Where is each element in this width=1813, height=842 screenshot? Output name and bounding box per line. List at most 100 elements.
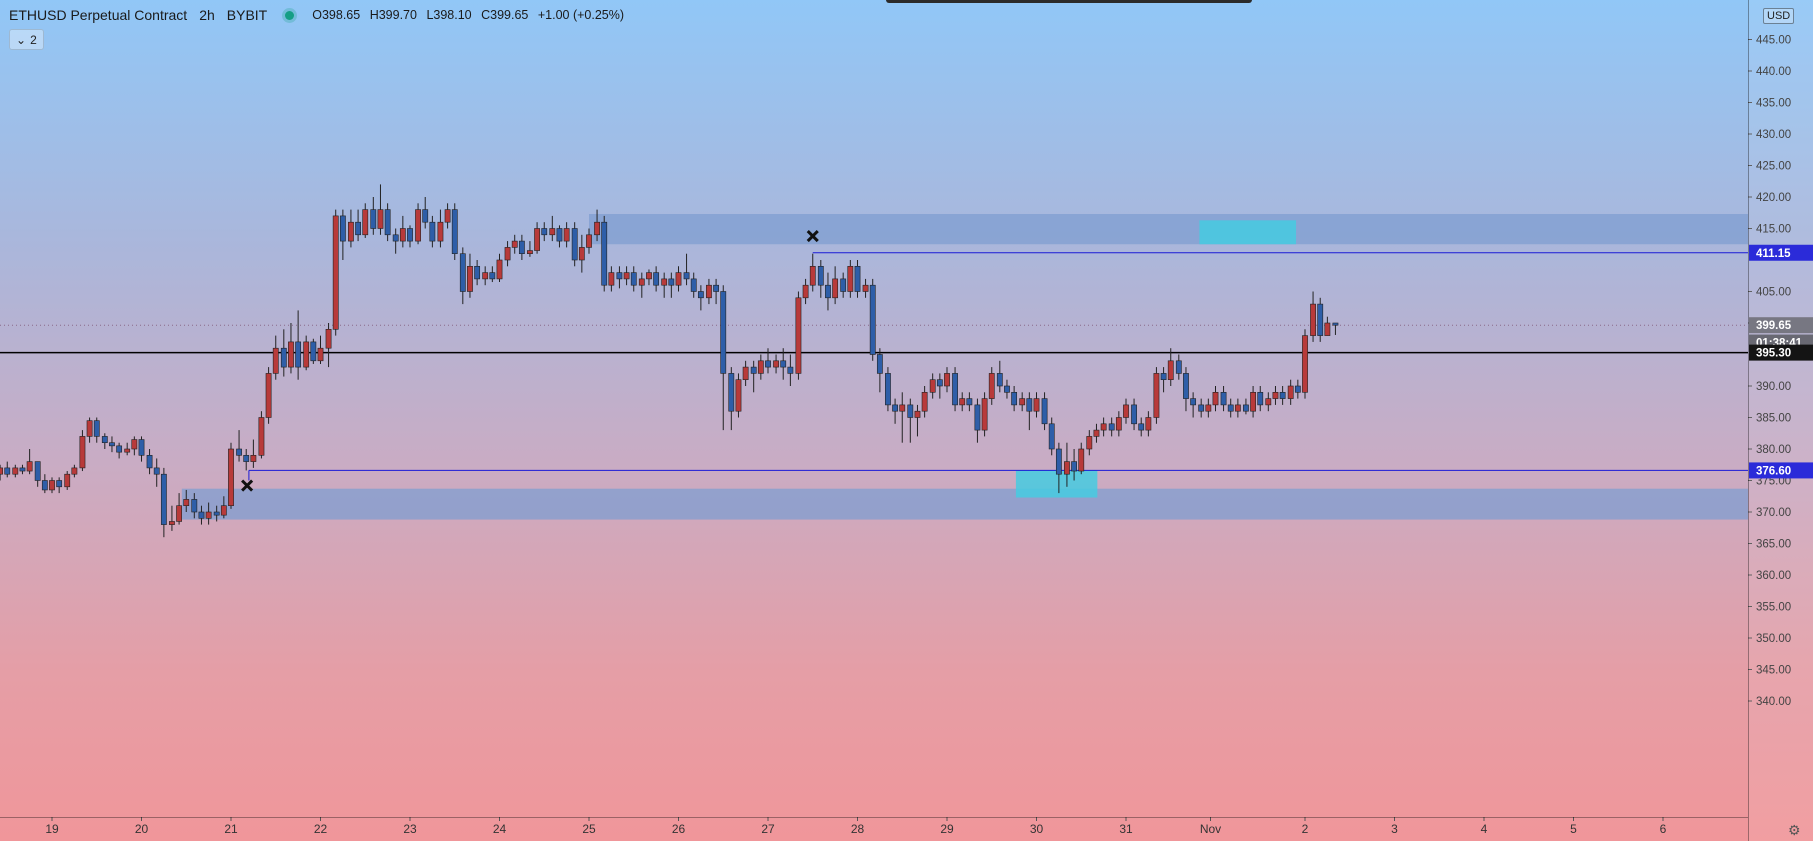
candle-body <box>765 360 771 368</box>
candle-body <box>697 291 704 299</box>
indicators-toggle-button[interactable]: ⌄ 2 <box>9 29 44 50</box>
candle-body <box>1250 391 1256 412</box>
candle-body <box>601 221 608 286</box>
candle-body <box>41 480 48 491</box>
candle-body <box>832 278 839 299</box>
candle-body <box>243 454 250 462</box>
candle-body <box>295 341 302 368</box>
symbol-title[interactable]: ETHUSD Perpetual Contract <box>9 7 188 23</box>
x-tick-label: 26 <box>672 822 686 836</box>
x-tick-label: Nov <box>1200 822 1221 836</box>
candle-body <box>630 272 637 286</box>
candle-body <box>1287 385 1294 399</box>
exchange-label: BYBIT <box>226 7 268 23</box>
candle-body <box>563 228 570 242</box>
candle-body <box>825 284 831 299</box>
candle-body <box>325 328 332 349</box>
timeframe-label[interactable]: 2h <box>199 7 215 23</box>
candle-body <box>160 473 167 525</box>
x-tick-label: 31 <box>1119 822 1133 836</box>
candle-body <box>205 511 212 519</box>
price-label: 395.30 <box>1756 348 1791 360</box>
candle-body <box>720 291 727 374</box>
candle-body <box>1167 360 1174 380</box>
candle-body <box>952 373 958 406</box>
candle-body <box>444 209 451 223</box>
candle-body <box>169 521 175 525</box>
candle-body <box>236 448 242 456</box>
y-tick-label: 360.00 <box>1756 570 1791 582</box>
candle-body <box>131 439 138 450</box>
gear-icon[interactable]: ⚙ <box>1788 822 1801 838</box>
candle-body <box>303 341 310 368</box>
candle-body <box>675 272 682 286</box>
highlight-box <box>1199 220 1297 245</box>
x-tick-label: 28 <box>851 822 865 836</box>
candle-body <box>1078 448 1085 472</box>
low-value: L398.10 <box>426 8 472 22</box>
candle-body <box>138 439 145 456</box>
candle-body <box>1302 335 1308 393</box>
candle-body <box>929 379 936 393</box>
price-label-box <box>1749 317 1813 334</box>
candle-body <box>966 398 973 406</box>
candle-body <box>474 265 481 280</box>
candle-body <box>1160 373 1167 380</box>
candle-body <box>996 373 1003 387</box>
candle-body <box>623 272 630 280</box>
x-tick-label: 22 <box>314 822 328 836</box>
close-value: C399.65 <box>481 8 529 22</box>
x-tick-label: 25 <box>582 822 596 836</box>
candle-body <box>1108 423 1115 431</box>
candle-body <box>653 272 660 286</box>
candle-body <box>527 250 533 255</box>
candle-body <box>713 284 719 292</box>
price-label: 411.15 <box>1756 248 1791 260</box>
candle-body <box>467 265 473 292</box>
candle-body <box>429 221 436 242</box>
candle-body <box>885 373 891 406</box>
price-axis[interactable] <box>1748 0 1813 841</box>
candle-body <box>213 511 220 516</box>
candle-body <box>146 454 153 469</box>
candle-body <box>12 467 19 475</box>
candle-body <box>482 272 489 280</box>
candle-body <box>1123 404 1129 418</box>
x-marker-icon <box>806 229 819 243</box>
candle-body <box>250 454 257 462</box>
y-tick-label: 440.00 <box>1756 66 1791 78</box>
candle-body <box>1064 461 1070 475</box>
candle-body <box>310 341 317 362</box>
candle-body <box>384 209 391 236</box>
x-tick-label: 2 <box>1302 822 1309 836</box>
candle-body <box>594 221 600 236</box>
candle-body <box>392 234 399 242</box>
top-toolbar-handle[interactable] <box>886 0 1252 3</box>
y-tick-label: 425.00 <box>1756 161 1791 173</box>
candle-body <box>1048 423 1055 450</box>
price-label: 399.65 <box>1756 320 1792 332</box>
price-label-box <box>1749 244 1813 261</box>
time-axis[interactable] <box>0 817 1748 842</box>
candle-body <box>370 209 377 229</box>
x-tick-label: 23 <box>403 822 417 836</box>
candle-body <box>1153 373 1160 418</box>
ohlc-values: O398.65 H399.70 L398.10 C399.65 +1.00 (+… <box>312 8 630 22</box>
candle-body <box>93 420 100 437</box>
candle-body <box>280 347 287 368</box>
high-value: H399.70 <box>369 8 417 22</box>
supply-demand-zone <box>589 214 1748 245</box>
currency-label[interactable]: USD <box>1763 8 1795 24</box>
candle-body <box>362 209 369 236</box>
x-marker-stroke <box>806 229 819 243</box>
candle-body <box>1115 417 1122 431</box>
candle-body <box>668 278 675 286</box>
x-tick-label: 5 <box>1570 822 1577 836</box>
candle-body <box>34 461 41 481</box>
candle-body <box>265 373 272 418</box>
candle-body <box>683 272 690 280</box>
candle-body <box>869 284 876 355</box>
candle-body <box>496 259 503 280</box>
